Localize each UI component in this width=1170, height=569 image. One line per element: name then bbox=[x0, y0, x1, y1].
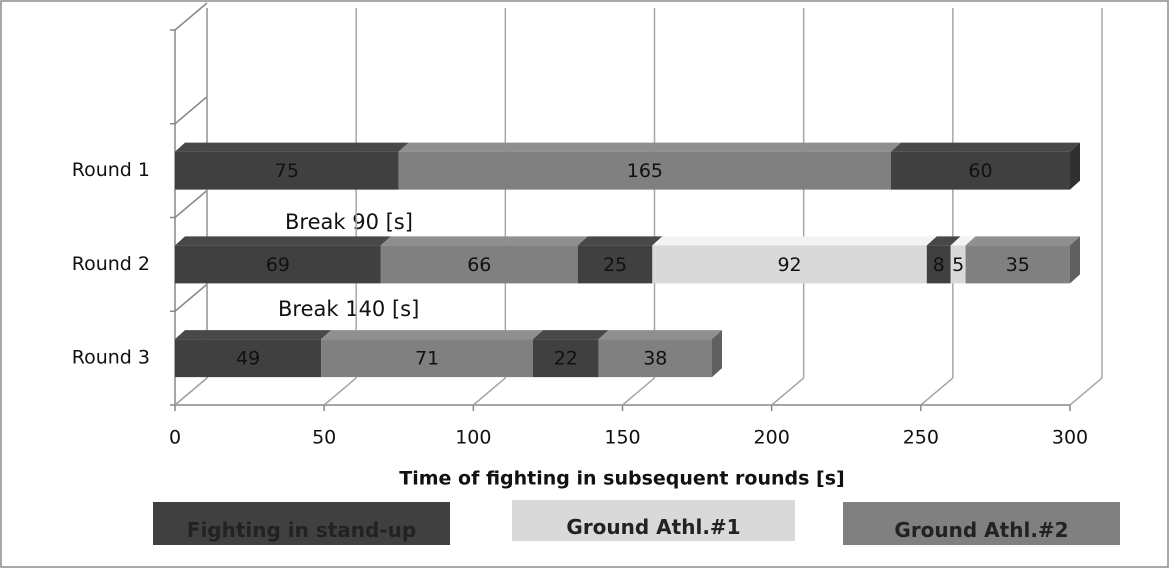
legend-swatch bbox=[512, 500, 795, 541]
y-tick-label: Round 1 bbox=[72, 159, 150, 181]
bar-side bbox=[712, 330, 722, 378]
data-label: 22 bbox=[554, 348, 578, 370]
x-tick-label: 0 bbox=[169, 427, 181, 449]
bar-top bbox=[950, 236, 976, 246]
grid-line bbox=[174, 377, 208, 406]
legend-swatch bbox=[843, 502, 1120, 545]
bar-top bbox=[965, 236, 1080, 246]
grid-line bbox=[1069, 377, 1103, 406]
bar bbox=[175, 339, 322, 378]
wall-line bbox=[174, 283, 208, 312]
data-label: 38 bbox=[643, 348, 667, 370]
bar-top bbox=[652, 236, 937, 246]
bar bbox=[321, 339, 533, 378]
bar-top bbox=[175, 236, 391, 246]
data-label: 25 bbox=[603, 254, 627, 276]
bar bbox=[598, 339, 712, 378]
y-tick-label: Round 2 bbox=[72, 253, 150, 275]
grid-line bbox=[771, 377, 805, 406]
bar bbox=[533, 339, 599, 378]
data-label: 69 bbox=[266, 254, 290, 276]
bar-top bbox=[175, 142, 409, 152]
x-tick-label: 250 bbox=[903, 427, 939, 449]
legend-label: Ground Athl.#1 bbox=[566, 515, 740, 539]
bar-top bbox=[891, 142, 1080, 152]
data-label: 71 bbox=[415, 348, 439, 370]
legend-label: Fighting in stand-up bbox=[187, 518, 416, 542]
bar bbox=[398, 151, 891, 190]
wall-line bbox=[174, 2, 208, 31]
legend-label: Ground Athl.#2 bbox=[894, 518, 1068, 542]
grid-line bbox=[323, 377, 357, 406]
annotation: Break 140 [s] bbox=[278, 297, 419, 321]
bar bbox=[175, 151, 399, 190]
bar bbox=[175, 245, 381, 284]
annotation: Break 90 [s] bbox=[285, 210, 413, 234]
data-label: 60 bbox=[968, 160, 992, 182]
bar bbox=[380, 245, 578, 284]
x-tick-label: 100 bbox=[455, 427, 491, 449]
grid-line bbox=[920, 377, 954, 406]
legend-swatch bbox=[153, 502, 450, 545]
x-axis-label: Time of fighting in subsequent rounds [s… bbox=[399, 468, 844, 490]
data-label: 35 bbox=[1006, 254, 1030, 276]
grid-line bbox=[472, 377, 506, 406]
wall-line bbox=[174, 189, 208, 219]
bar-side bbox=[1070, 236, 1080, 284]
data-label: 75 bbox=[275, 160, 299, 182]
bar-top bbox=[175, 330, 332, 340]
bar-top bbox=[380, 236, 588, 246]
x-tick-label: 300 bbox=[1052, 427, 1088, 449]
wall-line bbox=[174, 96, 208, 125]
x-tick-label: 50 bbox=[312, 427, 336, 449]
bar bbox=[577, 245, 653, 284]
bar-top bbox=[926, 236, 961, 246]
x-tick-label: 150 bbox=[604, 427, 640, 449]
grid-line bbox=[622, 377, 655, 406]
bar-top bbox=[533, 330, 609, 340]
bar-top bbox=[398, 142, 901, 152]
bar bbox=[652, 245, 927, 284]
data-label: 66 bbox=[467, 254, 491, 276]
x-tick-label: 200 bbox=[754, 427, 790, 449]
bar bbox=[891, 151, 1070, 190]
bar-side bbox=[1070, 142, 1080, 190]
data-label: 8 bbox=[933, 254, 945, 276]
bar-top bbox=[577, 236, 663, 246]
bar bbox=[965, 245, 1070, 284]
data-label: 165 bbox=[627, 160, 663, 182]
bar-top bbox=[598, 330, 722, 340]
bar bbox=[950, 245, 966, 284]
data-label: 5 bbox=[952, 254, 964, 276]
data-label: 49 bbox=[236, 348, 260, 370]
y-tick-label: Round 3 bbox=[72, 347, 150, 369]
bar bbox=[926, 245, 951, 284]
data-label: 92 bbox=[777, 254, 801, 276]
bar-top bbox=[321, 330, 543, 340]
